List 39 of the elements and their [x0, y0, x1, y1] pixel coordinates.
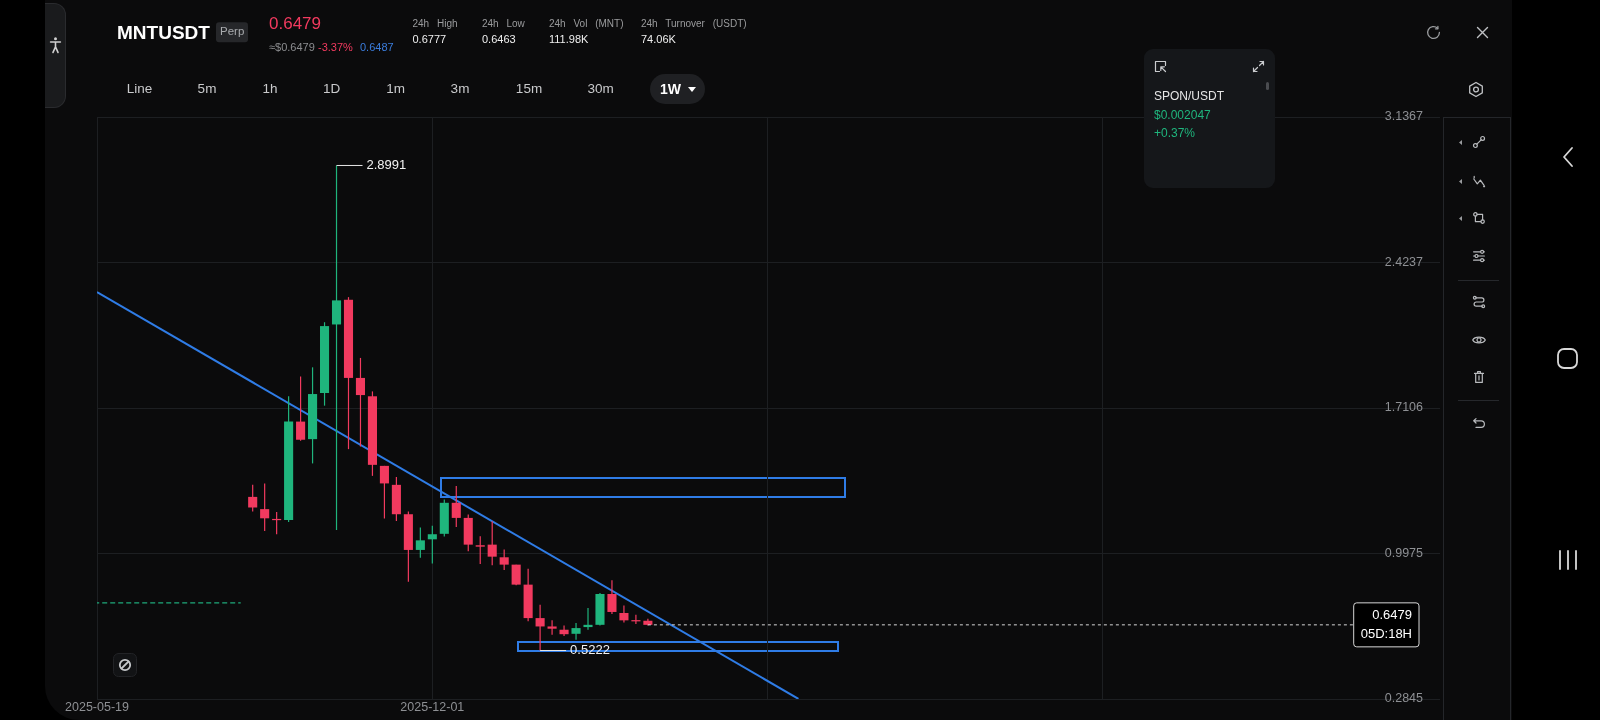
text: 1W [660, 81, 681, 97]
ref-line-label: 0.6479 05D:18H [1360, 606, 1412, 641]
text: 5m [197, 81, 217, 97]
text: Line [126, 81, 153, 97]
candlestick [547, 620, 557, 635]
text: 0.6479 [269, 13, 321, 33]
text: 24h High [412, 18, 458, 29]
x-tick-label: 2025-05-19 [65, 700, 130, 715]
text: 24h Turnover (USDT) [641, 18, 747, 29]
text: 24h Vol (MNT) [549, 18, 624, 29]
text: 1D [322, 81, 341, 97]
text: 0.6777 [412, 32, 447, 45]
text: 111.98K [549, 32, 589, 45]
text: 1h [262, 81, 278, 97]
text: 30m [587, 81, 614, 97]
text: SPON/USDT [1154, 88, 1225, 103]
y-tick-label: 0.2845 [1384, 691, 1424, 706]
text: 3m [450, 81, 470, 97]
annotation: $0.002047 [1154, 107, 1211, 122]
candlestick [571, 622, 581, 640]
text: ≈$0.6479 [269, 40, 315, 52]
chart-title: MNTUSDT [117, 21, 210, 43]
text: 0.6487 [360, 40, 394, 52]
text: 0.6463 [482, 32, 516, 45]
x-tick-label: 2025-12-01 [400, 700, 465, 715]
y-tick-label: 0.9975 [1384, 545, 1424, 560]
y-tick-label: 1.7106 [1384, 400, 1424, 415]
text: 15m [515, 81, 543, 97]
text: 1m [386, 81, 405, 97]
candlestick [619, 605, 629, 623]
y-tick-label: 2.4237 [1384, 254, 1424, 269]
candlestick [583, 608, 593, 630]
text: 24h Low [482, 18, 525, 29]
text: 74.06K [641, 32, 676, 45]
annotation: 2.8991 [366, 157, 407, 173]
text: -3.37% [318, 40, 353, 52]
y-tick-label: 3.1367 [1384, 109, 1424, 124]
text: Perp [216, 22, 249, 42]
annotation: +0.37% [1154, 126, 1196, 141]
